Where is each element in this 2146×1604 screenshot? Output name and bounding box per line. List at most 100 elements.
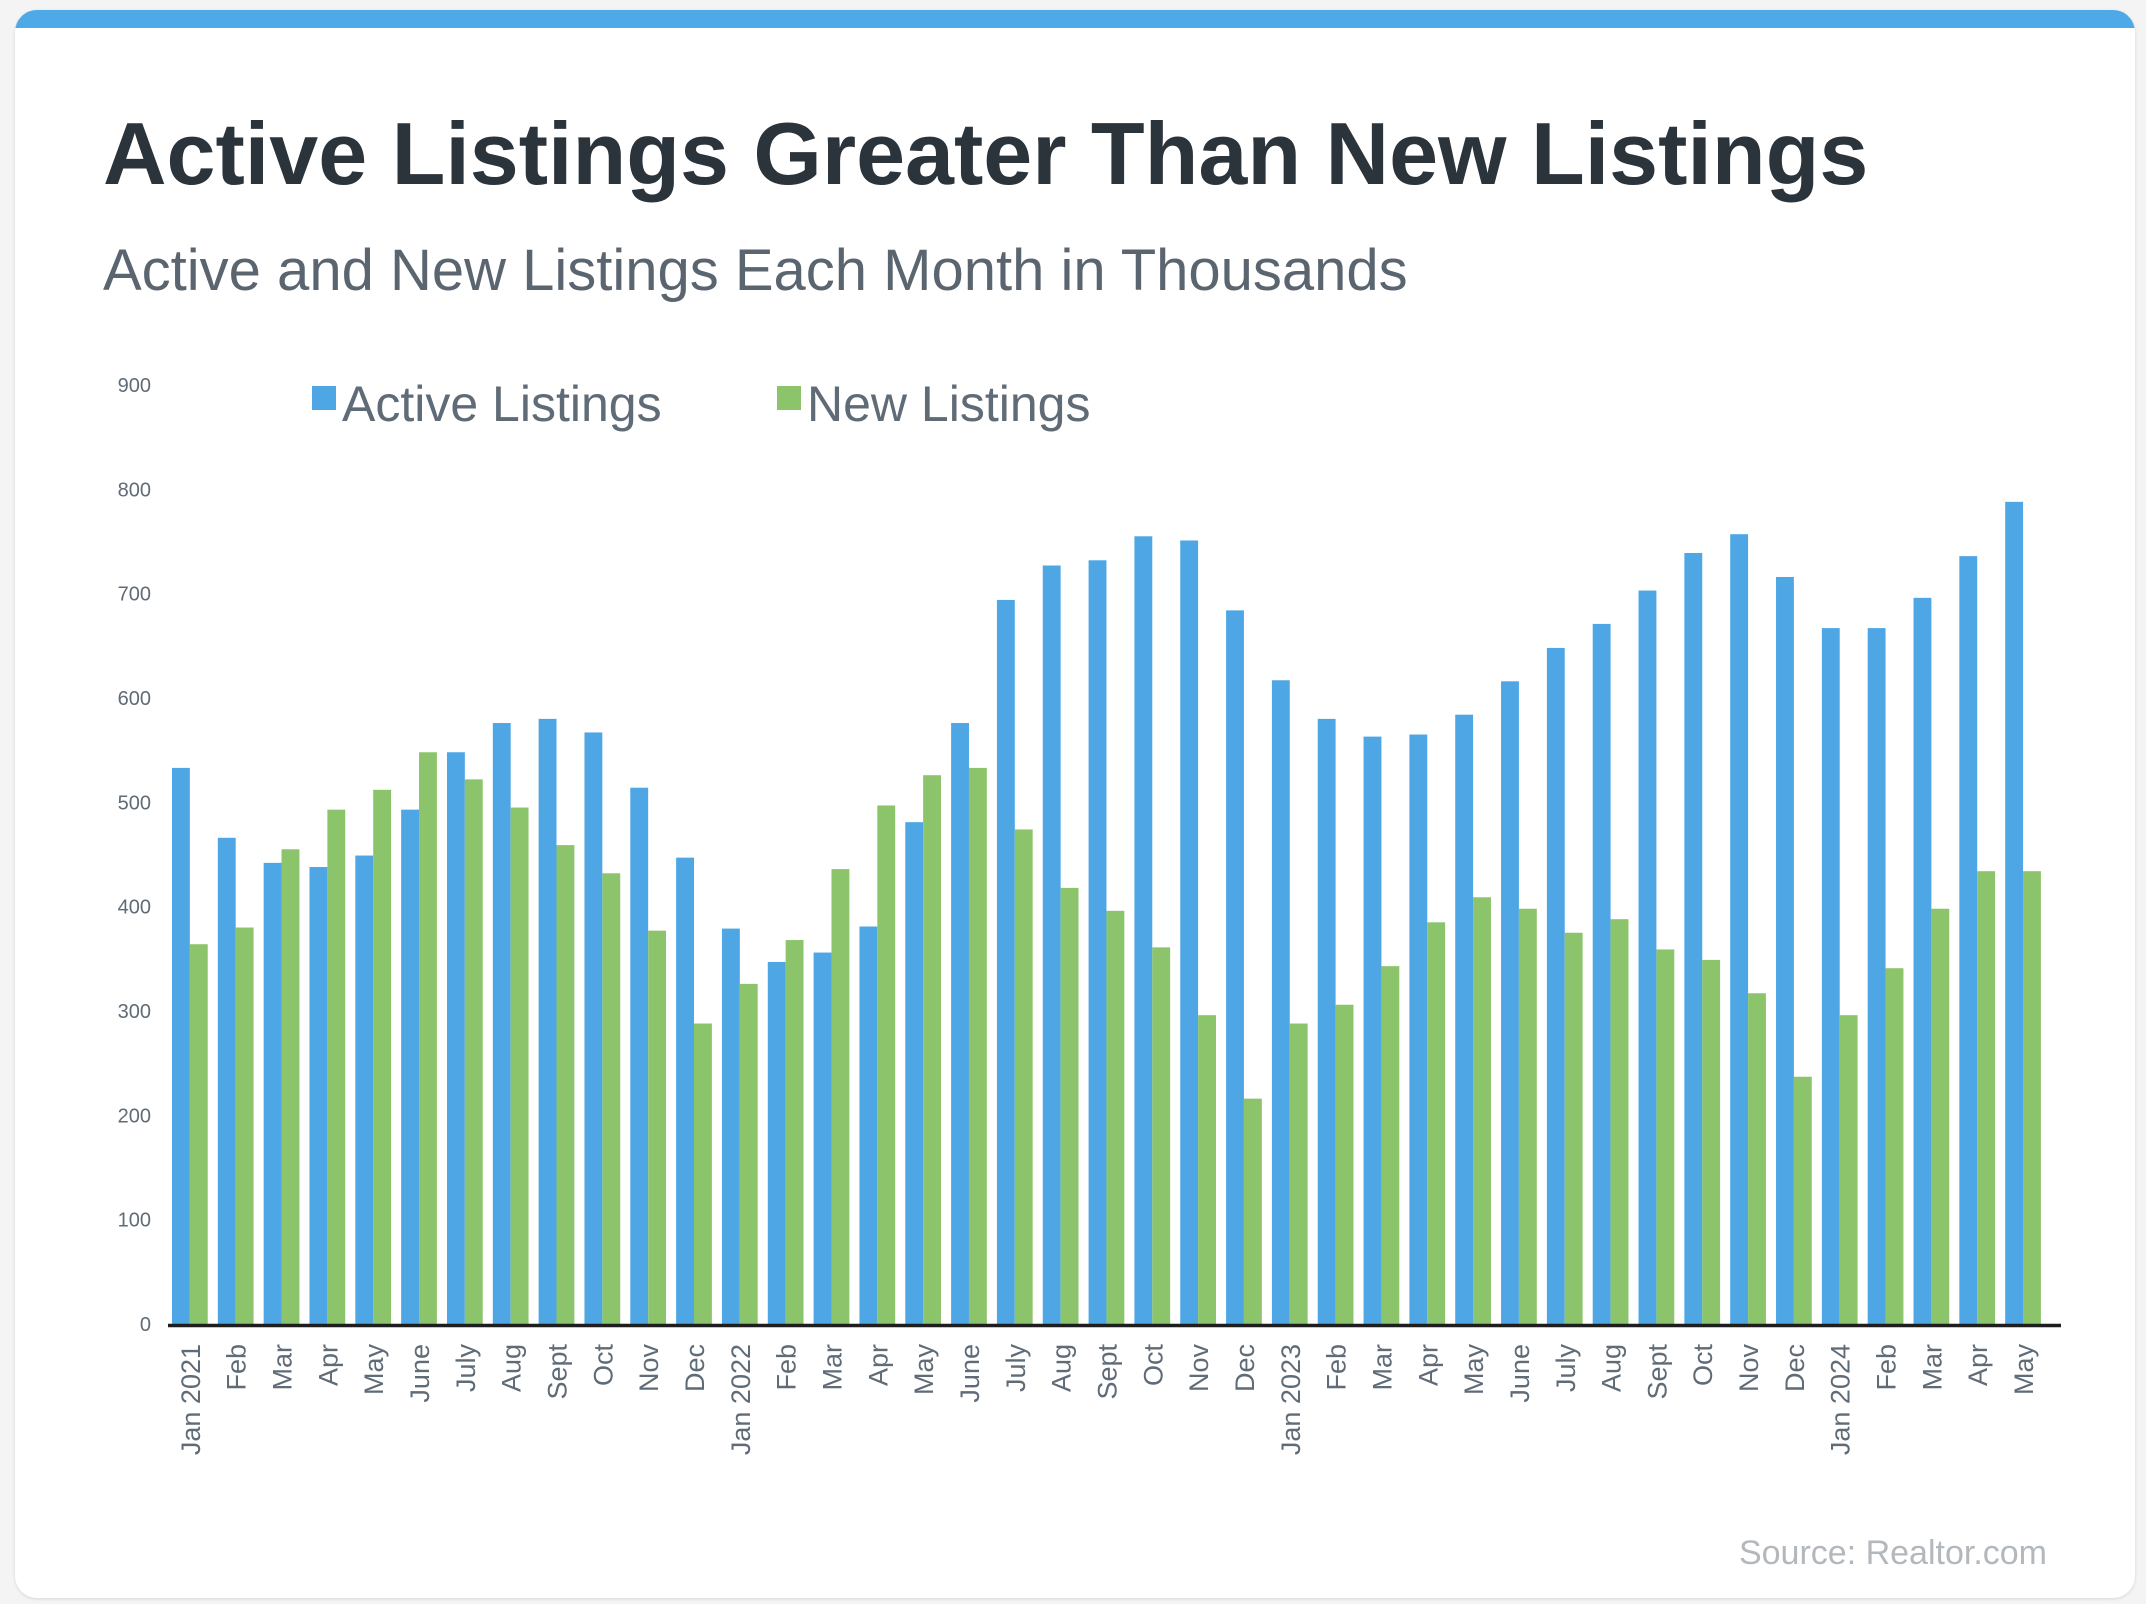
bar-new-listings [281,849,300,1324]
bar-active-listings [1088,560,1107,1324]
bar-active-listings [355,855,374,1324]
bar-active-listings [1546,647,1565,1324]
x-tick-label: Mar [268,1344,298,1391]
chart-subtitle: Active and New Listings Each Month in Th… [103,238,1408,303]
bar-active-listings [951,723,969,1324]
x-tick-label: Apr [313,1344,343,1386]
bar-active-listings [1134,536,1153,1324]
bar-active-listings [2005,501,2024,1325]
bar-new-listings [1564,932,1583,1324]
bar-active-listings [1638,590,1657,1324]
bar-active-listings [217,837,236,1324]
bar-active-listings [1363,736,1382,1324]
x-tick-label: Jan 2021 [176,1344,206,1455]
x-tick-label: July [451,1344,481,1393]
x-tick-label: Nov [1184,1344,1214,1393]
y-tick-label: 600 [118,688,151,710]
bar-new-listings [556,845,575,1324]
bar-new-listings [968,767,987,1324]
bar-new-listings [419,752,437,1324]
bar-new-listings [648,930,667,1324]
x-tick-label: Mar [1367,1344,1397,1391]
bar-new-listings [1656,949,1675,1324]
x-tick-label: Feb [1322,1344,1352,1391]
y-tick-label: 500 [118,792,151,814]
bar-active-listings [859,926,878,1324]
x-tick-label: May [2009,1344,2039,1396]
bar-active-listings [630,787,649,1324]
x-tick-label: Apr [1413,1344,1443,1386]
x-tick-label: Mar [817,1344,847,1391]
bar-new-listings [1931,908,1950,1324]
x-tick-label: June [405,1344,435,1403]
bar-active-listings [1821,628,1840,1324]
bar-new-listings [1610,919,1629,1324]
legend-new-listings-swatch [777,386,801,410]
bar-active-listings [905,822,924,1324]
x-tick-label: Nov [1734,1344,1764,1393]
bar-active-listings [1271,680,1290,1324]
bar-new-listings [1335,1004,1354,1324]
bar-active-listings [721,928,740,1324]
y-tick-label: 300 [118,1001,151,1023]
x-tick-label: Oct [1138,1344,1168,1387]
bar-new-listings [1839,1015,1858,1324]
bar-new-listings [602,873,621,1324]
bar-active-listings [1913,597,1932,1324]
bar-active-listings [1180,540,1199,1324]
bar-active-listings [263,862,282,1324]
bar-active-listings [1867,628,1886,1324]
bar-new-listings [2023,871,2041,1324]
bar-active-listings [996,599,1015,1324]
x-axis: Jan 2021 Feb Mar Apr May June July Aug Sept Oct No… [176,1344,2039,1456]
bar-new-listings [1473,897,1491,1324]
x-tick-label: Feb [1872,1344,1902,1391]
bar-new-listings [189,944,208,1324]
x-tick-label: Oct [1688,1344,1718,1387]
bar-new-listings [923,775,942,1324]
bar-new-listings [1793,1076,1812,1324]
x-tick-label: May [909,1344,939,1396]
x-tick-label: June [1505,1344,1535,1403]
bar-new-listings [235,927,254,1324]
x-tick-label: Aug [497,1344,527,1392]
y-tick-label: 0 [140,1314,151,1336]
bar-new-listings [1748,993,1766,1324]
x-tick-label: Apr [863,1344,893,1386]
bar-new-listings [877,805,896,1324]
bar-new-listings [1518,908,1537,1324]
x-tick-label: Sept [1642,1344,1672,1400]
bar-new-listings [1427,922,1446,1324]
bar-new-listings [1885,968,1904,1324]
x-tick-label: Aug [1597,1344,1627,1392]
x-tick-label: Nov [634,1344,664,1393]
bar-active-listings [1592,623,1611,1324]
x-tick-label: June [955,1344,985,1403]
bar-active-listings [1684,552,1703,1324]
legend: Active Listings New Listings [312,376,1090,432]
bar-active-listings [1730,534,1749,1324]
legend-new-listings: New Listings [807,376,1090,432]
y-tick-label: 900 [118,375,151,397]
x-tick-label: Dec [1230,1344,1260,1392]
bar-new-listings [1289,1023,1308,1324]
source-note: Source: Realtor.com [1738,1534,2047,1572]
bar-new-listings [1243,1098,1262,1324]
bar-active-listings [1317,718,1336,1324]
x-tick-label: Jan 2022 [726,1344,756,1455]
x-tick-label: Aug [1047,1344,1077,1392]
bar-new-listings [510,807,529,1324]
bar-active-listings [538,718,557,1324]
x-tick-label: July [1551,1344,1581,1393]
bar-new-listings [1381,966,1400,1324]
bar-active-listings [446,752,465,1324]
bar-active-listings [676,857,694,1324]
bar-new-listings [1106,910,1125,1324]
bar-active-listings [1501,681,1519,1324]
bar-new-listings [785,940,804,1324]
bar-new-listings [464,779,483,1324]
bar-chart: 0 100 200 300 400 500 600 700 800 900 Jan 2021 Feb… [118,375,2061,1456]
bar-active-listings [1409,734,1428,1324]
x-tick-label: Feb [222,1344,252,1391]
bar-new-listings [373,789,392,1324]
